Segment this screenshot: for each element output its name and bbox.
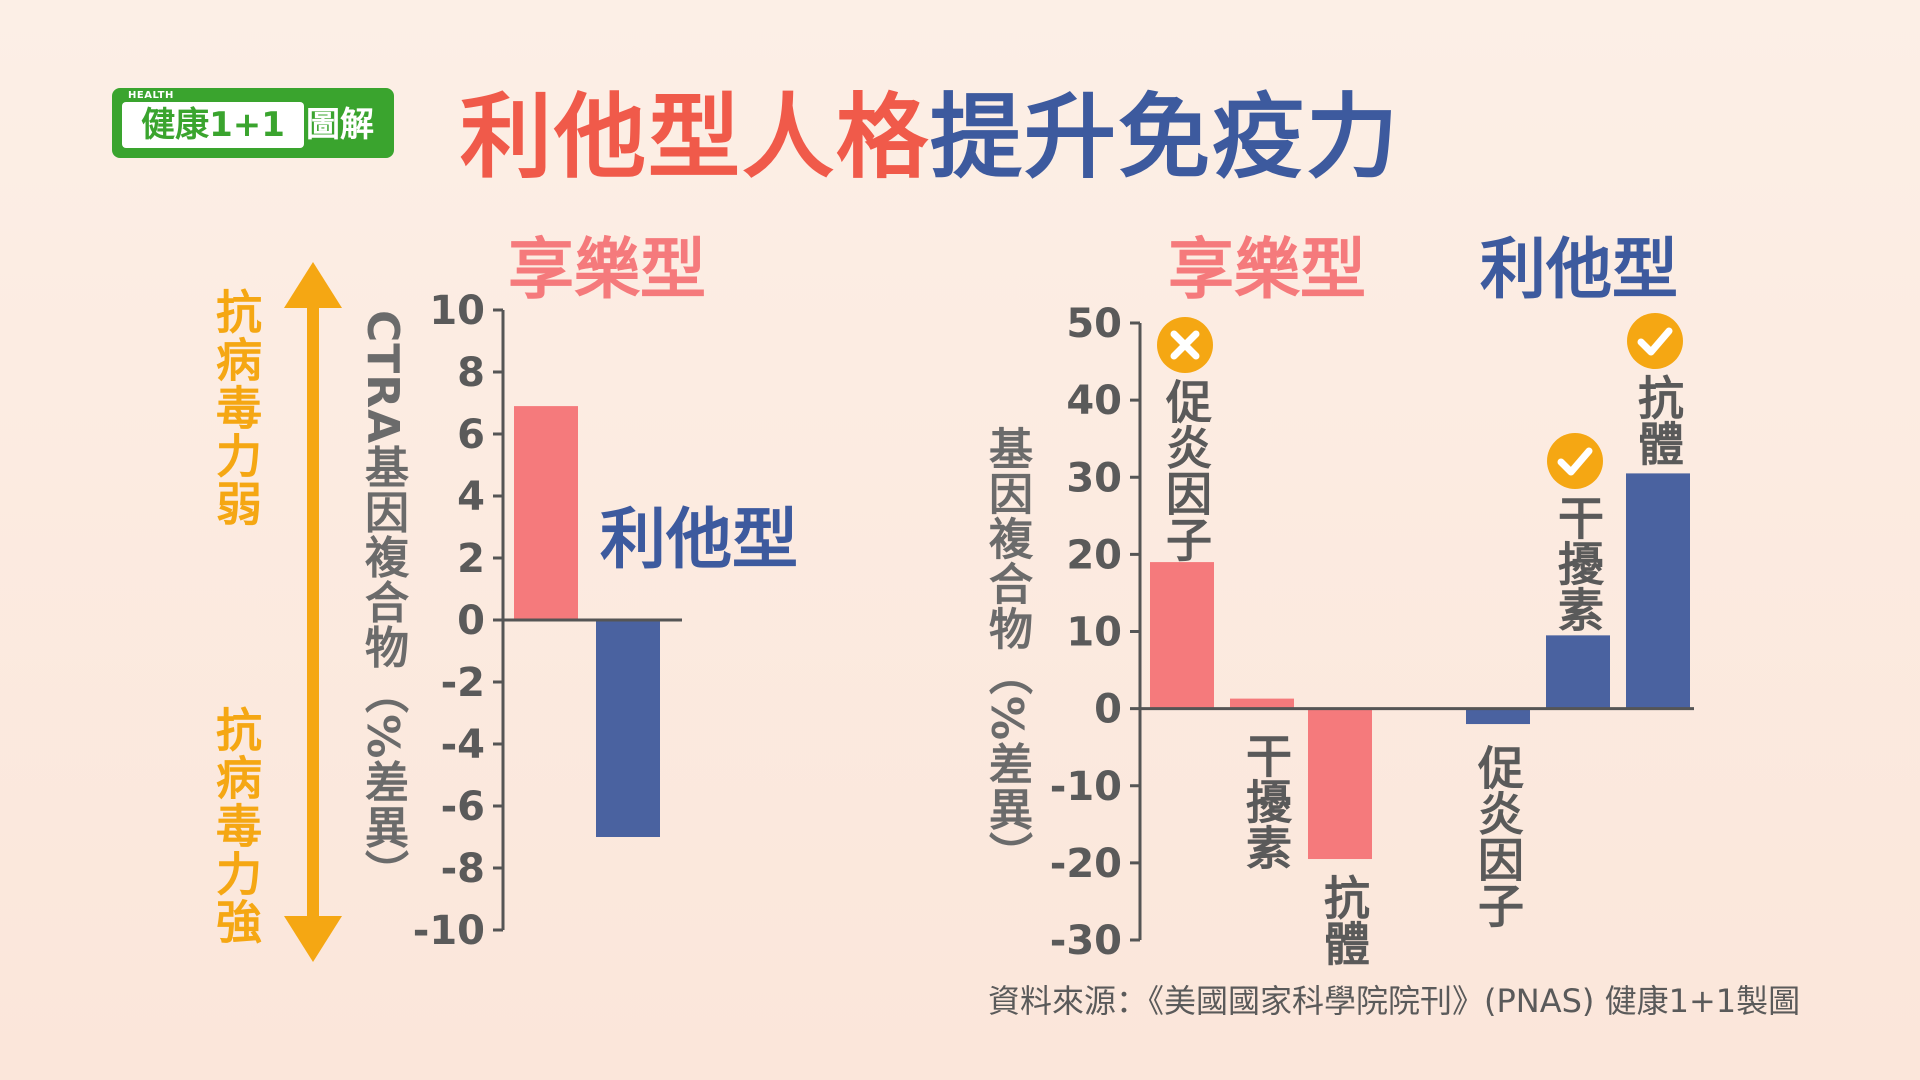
bar-label-altruistic-inflammatory: 促炎因子 (1471, 744, 1525, 928)
source-note: 資料來源：《美國國家科學院院刊》(PNAS) 健康1+1製圖 (988, 982, 1801, 1020)
bar-label-hedonic-inflammatory: 促炎因子 (1159, 378, 1213, 562)
y-tick-label: -10 (413, 908, 485, 954)
y-tick-label: -6 (441, 784, 485, 830)
logo-tail-text: 圖解 (306, 105, 374, 145)
bar-4 (1466, 708, 1530, 725)
y-tick-label: -10 (1050, 764, 1122, 810)
bar-1 (514, 406, 578, 620)
y-tick-label: 6 (457, 412, 485, 458)
left-label-hedonic: 享樂型 (508, 231, 706, 308)
bar-3 (1308, 708, 1372, 860)
title-part1: 利他型人格 (460, 84, 931, 191)
y-tick-label: -8 (441, 846, 485, 892)
bar-label-hedonic-interferon: 干擾素 (1239, 732, 1293, 870)
logo-main-text: 健康1+1 (122, 102, 304, 148)
y-tick-label: 30 (1066, 455, 1122, 501)
y-tick-label: 4 (457, 474, 485, 520)
right-label-altruistic: 利他型 (1480, 231, 1678, 308)
title-part2: 提升免疫力 (930, 84, 1401, 191)
bar-5 (1546, 635, 1610, 709)
y-tick-label: 20 (1066, 532, 1122, 578)
left-y-axis-title: CTRA基因複合物（%差異） (357, 310, 408, 895)
y-tick-label: 8 (457, 350, 485, 396)
arrow-label-weak: 抗病毒力弱 (209, 288, 263, 528)
bar-label-altruistic-antibody: 抗體 (1631, 374, 1685, 466)
bar-1 (1150, 562, 1214, 709)
bar-label-hedonic-antibody: 抗體 (1317, 874, 1371, 966)
y-tick-label: 10 (1066, 610, 1122, 656)
bar-2 (596, 620, 660, 837)
bar-label-altruistic-interferon: 干擾素 (1551, 494, 1605, 632)
y-tick-label: 0 (457, 598, 485, 644)
check-mark-icon-antibody (1627, 313, 1683, 369)
bar-6 (1626, 473, 1690, 709)
y-tick-label: 2 (457, 536, 485, 582)
x-mark-icon (1157, 317, 1213, 373)
right-y-axis-title: 基因複合物（%差異） (981, 426, 1032, 877)
y-tick-label: -20 (1050, 841, 1122, 887)
y-tick-label: 0 (1094, 687, 1122, 733)
brand-logo: HEALTH 健康1+1 圖解 (112, 88, 394, 158)
y-tick-label: 10 (429, 288, 485, 334)
right-label-hedonic: 享樂型 (1168, 231, 1366, 308)
left-label-altruistic: 利他型 (600, 501, 798, 578)
y-tick-label: -2 (441, 660, 485, 706)
y-tick-label: -30 (1050, 918, 1122, 964)
page-title: 利他型人格提升免疫力 (460, 86, 1400, 190)
virus-resistance-arrow (284, 262, 342, 962)
logo-health-text: HEALTH (128, 90, 174, 101)
y-tick-label: 40 (1066, 378, 1122, 424)
check-mark-icon-interferon (1547, 433, 1603, 489)
y-tick-label: 50 (1066, 301, 1122, 347)
arrow-label-strong: 抗病毒力強 (209, 706, 263, 946)
bar-2 (1230, 698, 1294, 709)
y-tick-label: -4 (441, 722, 485, 768)
